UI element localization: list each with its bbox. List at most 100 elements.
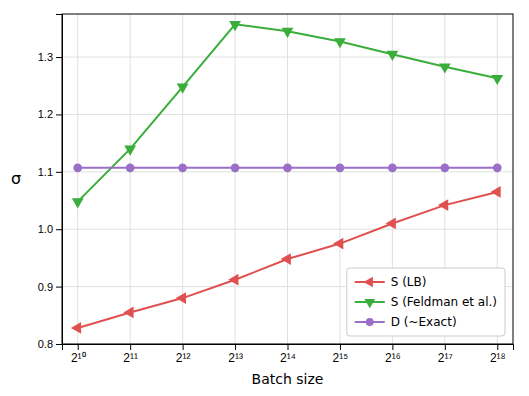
- x-tick-mark: [340, 344, 341, 350]
- x-tick-mark: [445, 344, 446, 350]
- point-marker: [493, 163, 502, 172]
- point-marker: [72, 198, 84, 208]
- legend-item: D (~Exact): [355, 315, 457, 329]
- point-marker: [282, 28, 294, 38]
- x-tick: 2¹⁵: [333, 344, 349, 365]
- legend-marker: [364, 277, 373, 288]
- point-marker: [388, 163, 397, 172]
- point-marker: [124, 145, 136, 155]
- x-tick: 2¹⁸: [490, 344, 506, 365]
- x-tick-label: 2¹⁷: [438, 351, 453, 365]
- legend-label: S (LB): [391, 275, 427, 289]
- y-tick-mark: [56, 287, 62, 288]
- x-tick-mark: [288, 344, 289, 350]
- point-marker: [123, 307, 133, 319]
- x-tick-label: 2¹⁰: [71, 351, 86, 365]
- point-marker: [228, 274, 238, 286]
- legend: S (LB) S (Feldman et al.) D (~Exact): [347, 268, 505, 336]
- point-marker: [439, 63, 451, 73]
- point-marker: [231, 163, 240, 172]
- x-tick-mark: [392, 344, 393, 350]
- series-line: [78, 192, 498, 328]
- plot-area: 2¹⁰ 2¹¹ 2¹² 2¹³ 2¹⁴ 2¹⁵ 2¹⁶ 2¹⁷ 2¹⁸ 0.8 0.9 1.0 1.1 1…: [38, 14, 514, 365]
- x-axis: 2¹⁰ 2¹¹ 2¹² 2¹³ 2¹⁴ 2¹⁵ 2¹⁶ 2¹⁷ 2¹⁸: [63, 344, 514, 365]
- x-tick: 2¹³: [228, 344, 243, 365]
- point-marker: [71, 322, 81, 334]
- point-marker: [438, 199, 448, 211]
- y-tick-label: 1.3: [38, 51, 53, 63]
- y-tick-label: 1.1: [38, 166, 53, 178]
- x-tick-label: 2¹⁸: [490, 351, 506, 365]
- y-tick-label: 1.0: [38, 223, 53, 235]
- point-marker: [229, 21, 241, 31]
- x-tick-mark: [183, 344, 184, 350]
- grid-line: [339, 14, 340, 344]
- x-tick-label: 2¹³: [228, 351, 243, 365]
- point-marker: [490, 186, 500, 198]
- point-marker: [178, 163, 187, 172]
- x-axis-line: [63, 345, 514, 351]
- point-marker: [334, 38, 346, 48]
- point-marker: [281, 253, 291, 265]
- point-marker: [176, 292, 186, 304]
- y-tick: 1.2: [38, 108, 62, 120]
- y-tick: 1.1: [38, 166, 62, 178]
- x-tick-label: 2¹²: [176, 351, 191, 365]
- grid-line: [287, 14, 288, 344]
- x-tick-label: 2¹¹: [123, 351, 138, 365]
- grid-line: [235, 14, 236, 344]
- legend-item: S (Feldman et al.): [355, 295, 497, 309]
- x-tick-label: 2¹⁴: [280, 351, 296, 365]
- y-tick-mark: [56, 229, 62, 230]
- grid-line: [130, 14, 131, 344]
- point-marker: [440, 163, 449, 172]
- y-tick: 1.3: [38, 51, 62, 63]
- y-tick-label: 0.8: [38, 338, 53, 350]
- point-marker: [177, 83, 189, 93]
- x-tick-label: 2¹⁶: [385, 351, 401, 365]
- legend-item: S (LB): [355, 275, 427, 289]
- legend-label: D (~Exact): [391, 315, 457, 329]
- y-tick: 1.0: [38, 223, 62, 235]
- x-tick-mark: [497, 344, 498, 350]
- point-marker: [386, 51, 398, 61]
- chart: 2¹⁰ 2¹¹ 2¹² 2¹³ 2¹⁴ 2¹⁵ 2¹⁶ 2¹⁷ 2¹⁸ 0.8 0.9 1.0 1.1 1…: [0, 0, 529, 396]
- x-tick-mark: [235, 344, 236, 350]
- grid: [62, 14, 513, 344]
- legend-label: S (Feldman et al.): [391, 295, 497, 309]
- x-tick: 2¹⁶: [385, 344, 401, 365]
- y-tick-label: 1.2: [38, 108, 53, 120]
- legend-marker: [366, 318, 374, 326]
- y-tick-mark: [56, 114, 62, 115]
- point-marker: [126, 163, 135, 172]
- x-tick-mark: [130, 344, 131, 350]
- y-axis-line: [56, 15, 63, 345]
- x-tick: 2¹²: [176, 344, 191, 365]
- point-marker: [491, 75, 503, 85]
- legend-marker: [364, 299, 375, 308]
- y-tick-mark: [56, 57, 62, 58]
- x-tick: 2¹¹: [123, 344, 138, 365]
- point-marker: [386, 218, 396, 230]
- point-marker: [73, 163, 82, 172]
- y-tick-label: 0.9: [38, 281, 53, 293]
- x-tick: 2¹⁴: [280, 344, 296, 365]
- y-axis-title: σ: [11, 169, 21, 188]
- grid-line: [77, 14, 78, 344]
- y-axis: 0.8 0.9 1.0 1.1 1.2 1.3: [38, 15, 63, 351]
- y-tick-mark: [56, 344, 62, 345]
- legend-box: [347, 268, 505, 336]
- point-marker: [283, 163, 292, 172]
- series: [73, 163, 501, 172]
- x-tick-mark: [78, 344, 79, 350]
- plot-frame: [62, 14, 513, 344]
- x-tick: 2¹⁰: [71, 344, 86, 365]
- x-axis-title: Batch size: [252, 371, 324, 387]
- series-line: [78, 24, 498, 201]
- x-tick: 2¹⁷: [438, 344, 453, 365]
- series: [72, 21, 503, 209]
- point-marker: [336, 163, 345, 172]
- y-tick-mark: [56, 172, 62, 173]
- point-marker: [333, 238, 343, 250]
- y-tick: 0.8: [38, 338, 62, 350]
